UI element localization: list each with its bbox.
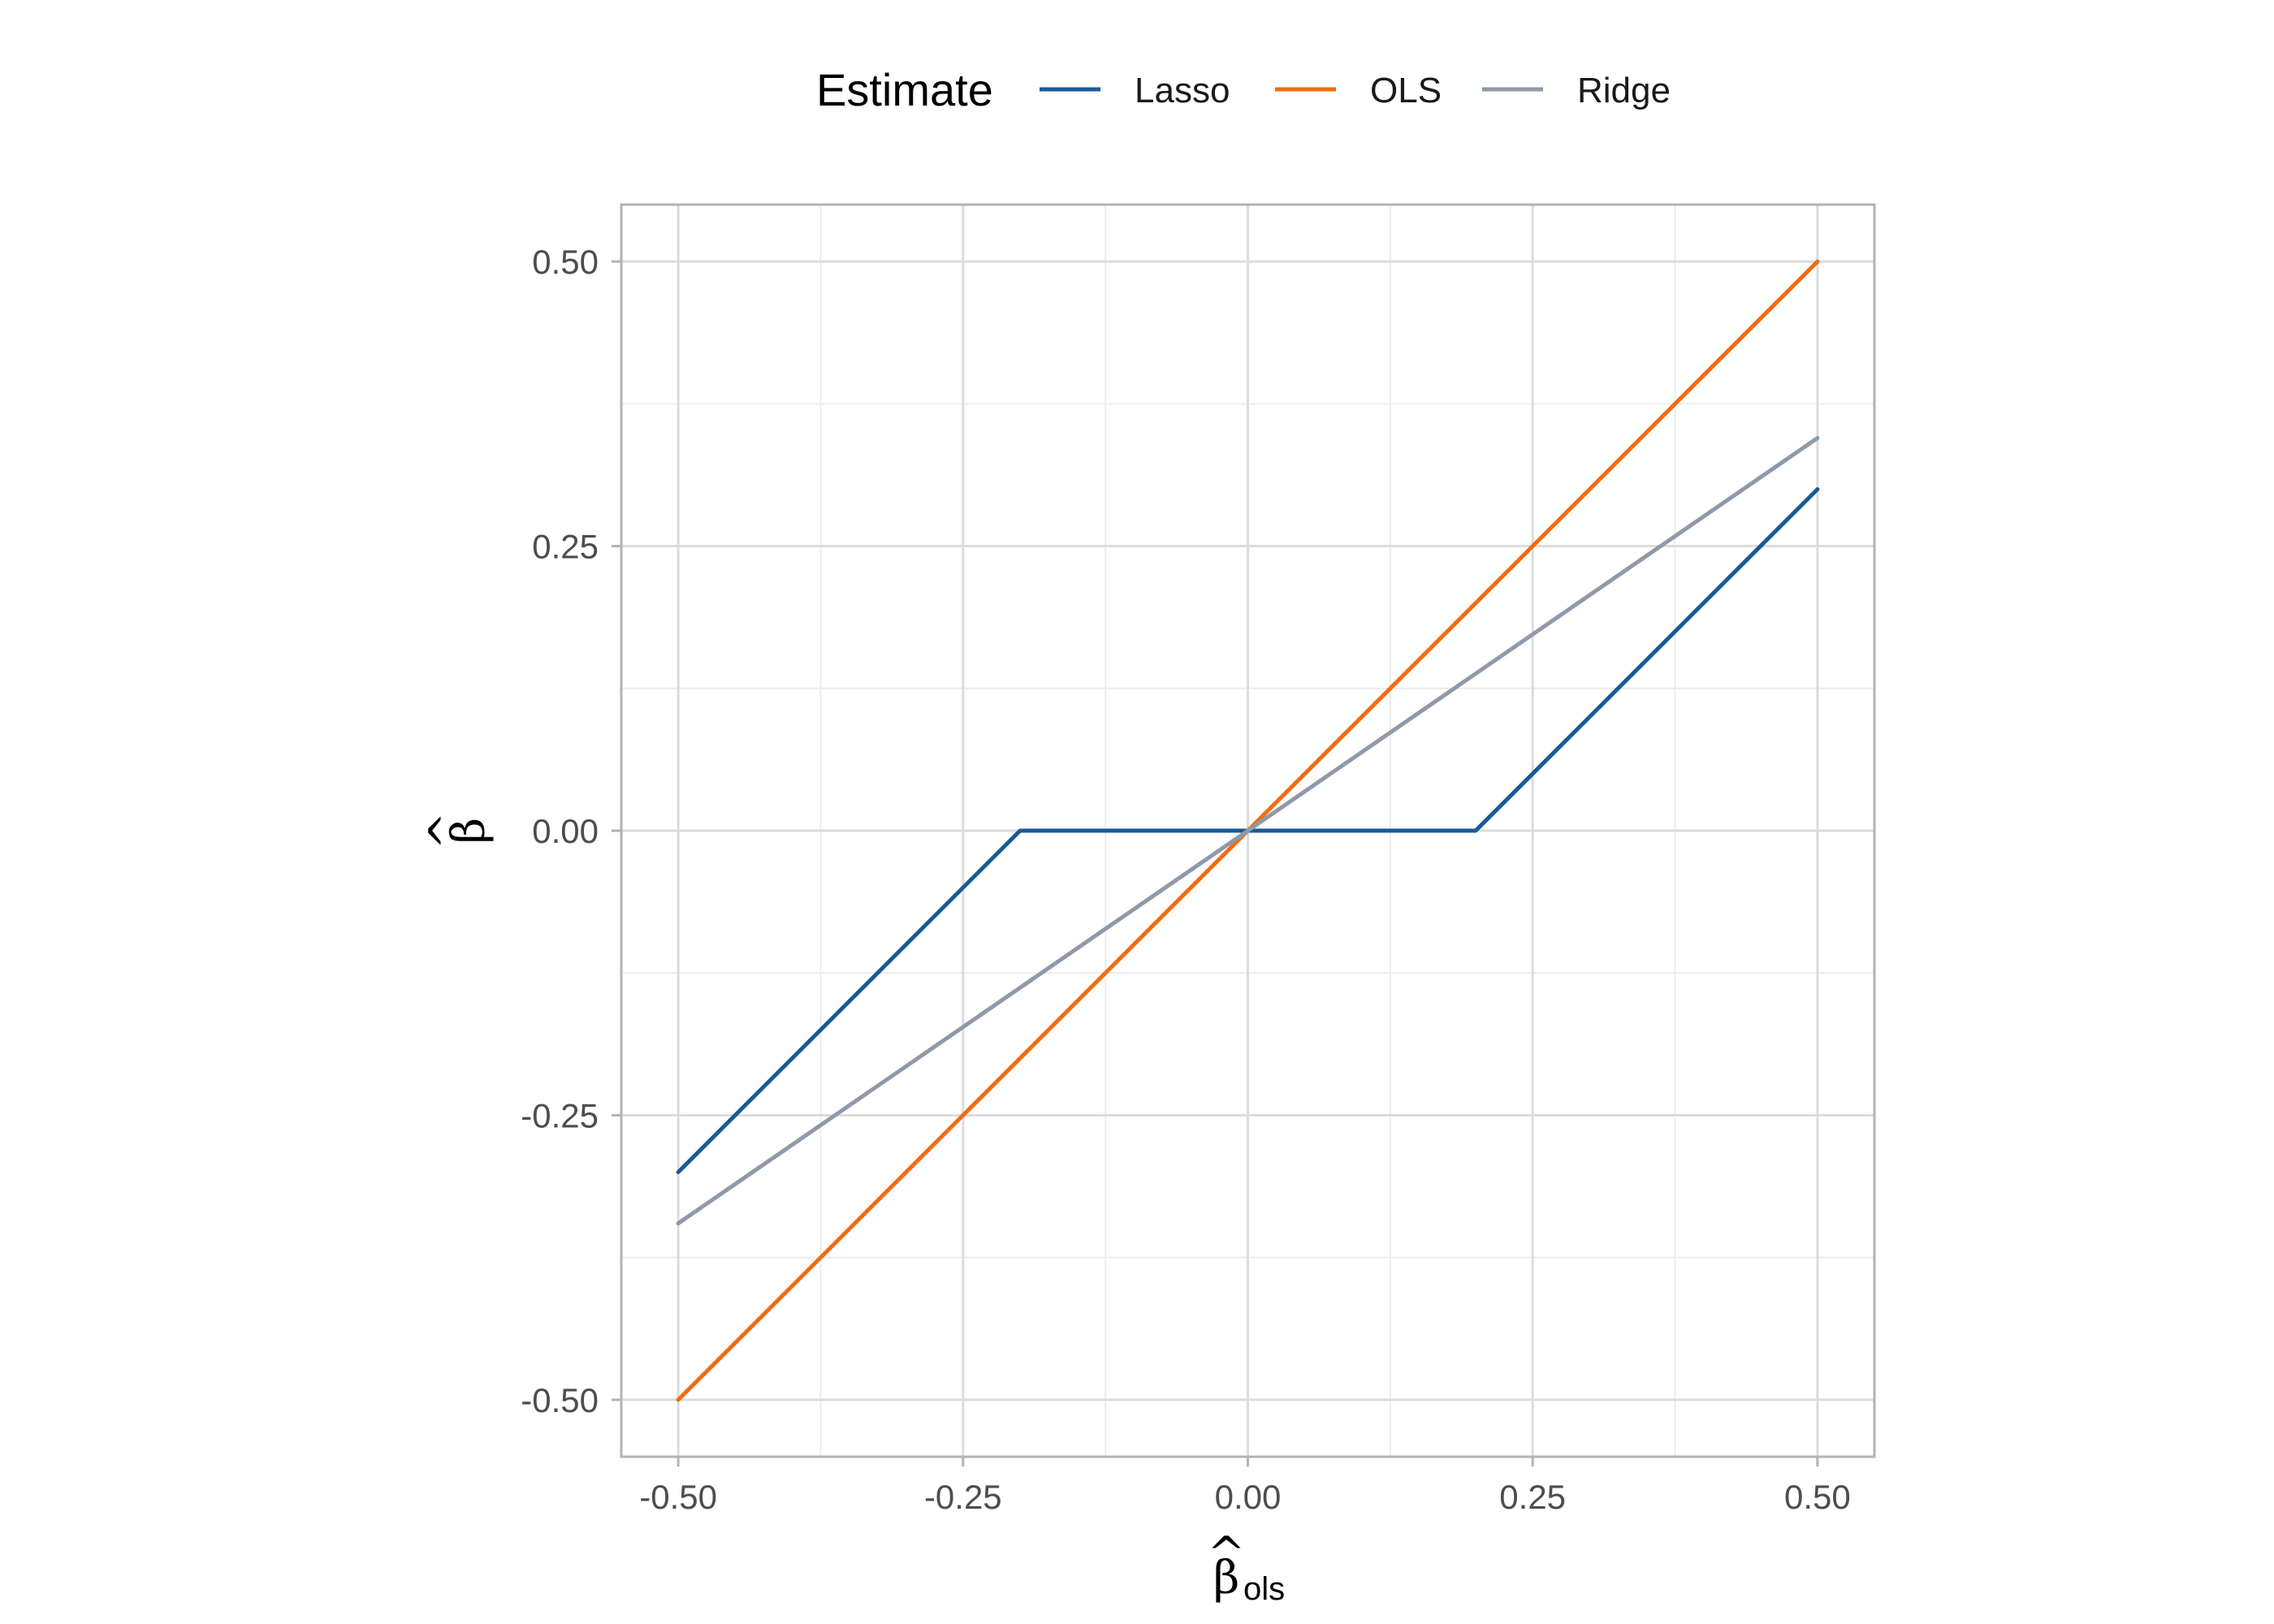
x-axis-title-hat: ^ bbox=[1208, 1527, 1246, 1580]
legend-title: Estimate bbox=[816, 64, 993, 115]
legend-label: Lasso bbox=[1135, 71, 1230, 110]
x-axis-title: ^ β ols bbox=[1208, 1527, 1286, 1607]
series-layer bbox=[676, 259, 1820, 1402]
legend: Estimate Lasso OLS Ridge bbox=[816, 64, 1671, 115]
x-tick-label: -0.50 bbox=[639, 1478, 717, 1516]
x-axis: -0.50 -0.25 0.00 0.25 0.50 bbox=[639, 1457, 1851, 1516]
y-tick-label: 0.00 bbox=[532, 812, 599, 850]
legend-item-ridge: Ridge bbox=[1482, 71, 1671, 110]
y-axis: -0.50 -0.25 0.00 0.25 0.50 bbox=[521, 243, 621, 1419]
y-tick-label: 0.50 bbox=[532, 243, 599, 281]
legend-label: OLS bbox=[1370, 71, 1442, 110]
y-axis-title-symbol: β bbox=[443, 818, 495, 844]
y-axis-title: ^ β bbox=[420, 812, 495, 850]
x-tick-label: 0.25 bbox=[1499, 1478, 1566, 1516]
y-tick-label: -0.25 bbox=[521, 1096, 599, 1134]
y-axis-title-hat: ^ bbox=[420, 812, 473, 850]
x-tick-label: -0.25 bbox=[924, 1478, 1002, 1516]
legend-label: Ridge bbox=[1577, 71, 1671, 110]
legend-item-lasso: Lasso bbox=[1040, 71, 1230, 110]
x-tick-label: 0.50 bbox=[1784, 1478, 1851, 1516]
legend-item-ols: OLS bbox=[1275, 71, 1442, 110]
x-axis-title-symbol: β bbox=[1213, 1552, 1239, 1605]
y-tick-label: -0.50 bbox=[521, 1381, 599, 1419]
y-tick-label: 0.25 bbox=[532, 528, 599, 566]
series-line-ridge bbox=[676, 435, 1820, 1226]
x-axis-title-subscript: ols bbox=[1243, 1571, 1285, 1607]
x-tick-label: 0.00 bbox=[1215, 1478, 1282, 1516]
